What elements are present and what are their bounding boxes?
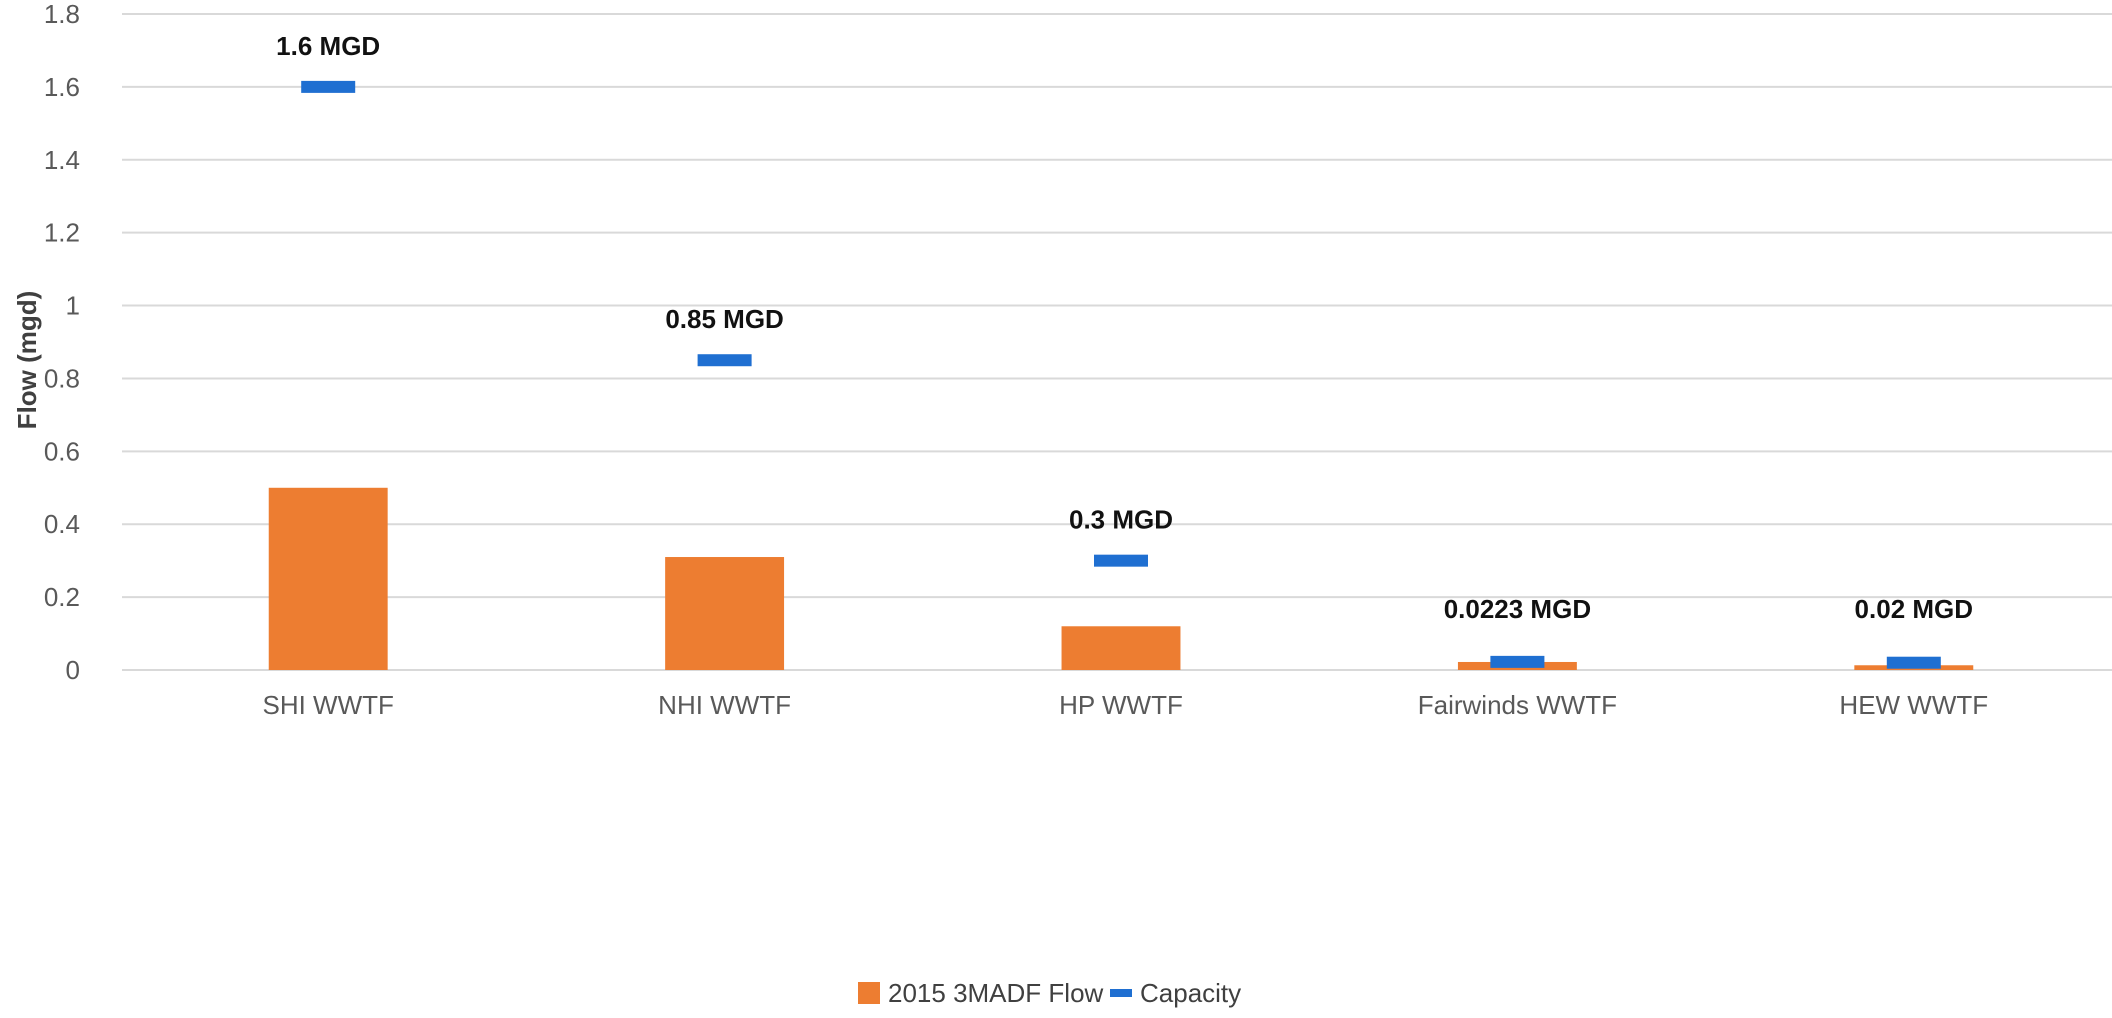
flow-bar: [665, 557, 785, 670]
legend-label-capacity: Capacity: [1140, 978, 1241, 1008]
capacity-data-label: 1.6 MGD: [276, 31, 380, 61]
flow-bars: [268, 487, 1974, 670]
y-tick-label: 0.6: [44, 436, 80, 466]
x-axis-categories: SHI WWTF NHI WWTF HP WWTF Fairwinds WWTF HEW…: [262, 690, 1988, 720]
flow-bar: [1061, 626, 1181, 670]
capacity-data-label: 0.0223 MGD: [1444, 594, 1591, 624]
y-tick-label: 0.8: [44, 363, 80, 393]
flow-bar: [268, 487, 388, 670]
y-tick-label: 1.2: [44, 218, 80, 248]
x-category-label: HP WWTF: [1059, 690, 1183, 720]
y-tick-label: 1: [66, 291, 80, 321]
capacity-marker: [301, 80, 356, 93]
capacity-marker: [697, 354, 752, 367]
capacity-marker: [1886, 656, 1941, 669]
legend-label-flow: 2015 3MADF Flow: [888, 978, 1104, 1008]
x-category-label: SHI WWTF: [262, 690, 393, 720]
capacity-data-label: 0.02 MGD: [1855, 594, 1974, 624]
y-tick-label: 1.6: [44, 72, 80, 102]
y-tick-label: 1.8: [44, 0, 80, 29]
legend-swatch-capacity: [1110, 989, 1132, 997]
capacity-markers: [301, 80, 1941, 669]
capacity-marker: [1094, 554, 1148, 567]
y-tick-label: 0.4: [44, 509, 80, 539]
x-category-label: Fairwinds WWTF: [1418, 690, 1617, 720]
y-axis-title: Flow (mgd): [12, 291, 42, 430]
capacity-data-labels: 1.6 MGD 0.85 MGD 0.3 MGD 0.0223 MGD 0.02 MGD: [276, 31, 1973, 624]
capacity-marker: [1490, 655, 1545, 668]
gridlines: [122, 13, 2112, 671]
y-tick-label: 0: [66, 655, 80, 685]
x-category-label: HEW WWTF: [1839, 690, 1988, 720]
legend[interactable]: 2015 3MADF Flow Capacity: [858, 978, 1241, 1008]
y-tick-label: 0.2: [44, 582, 80, 612]
capacity-data-label: 0.85 MGD: [665, 304, 784, 334]
legend-swatch-flow: [858, 982, 880, 1004]
y-axis-ticks: 0 0.2 0.4 0.6 0.8 1 1.2 1.4 1.6 1.8: [44, 0, 80, 685]
x-category-label: NHI WWTF: [658, 690, 791, 720]
y-tick-label: 1.4: [44, 145, 80, 175]
capacity-data-label: 0.3 MGD: [1069, 505, 1173, 535]
